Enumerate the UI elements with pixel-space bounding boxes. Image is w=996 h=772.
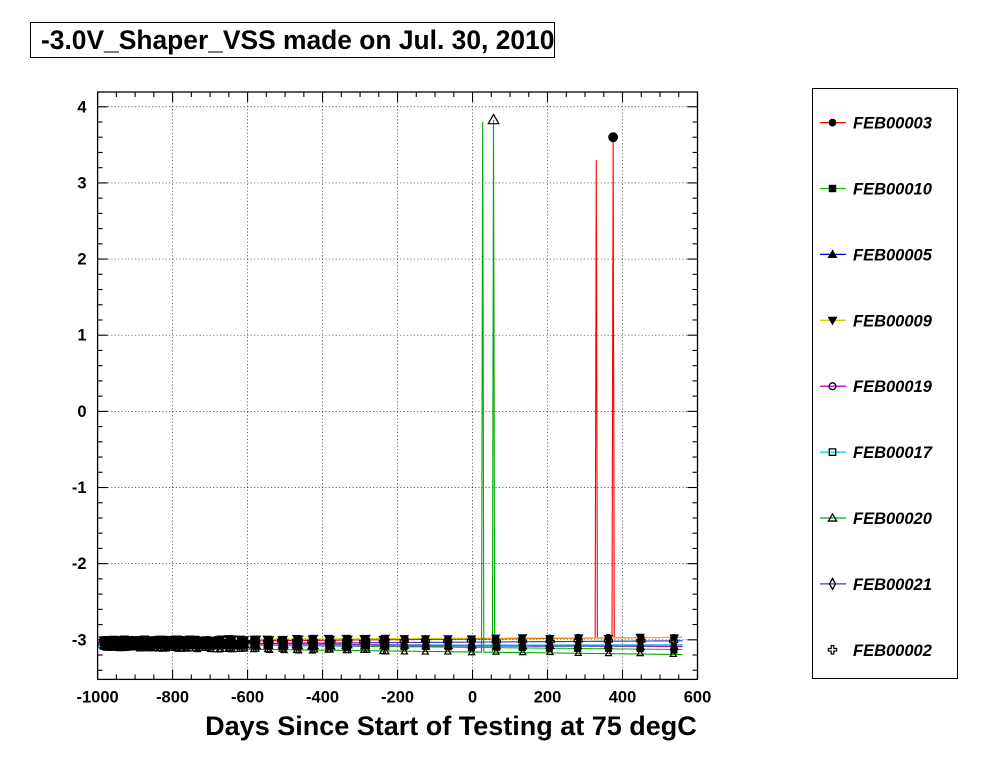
svg-text:-1: -1	[72, 479, 87, 497]
svg-text:4: 4	[77, 98, 87, 116]
svg-text:3: 3	[77, 174, 86, 192]
svg-text:FEB00009: FEB00009	[853, 312, 933, 330]
svg-text:FEB00005: FEB00005	[853, 246, 933, 264]
svg-text:1: 1	[77, 327, 86, 345]
svg-text:FEB00002: FEB00002	[853, 642, 932, 660]
svg-text:-200: -200	[381, 688, 414, 706]
svg-text:FEB00010: FEB00010	[853, 181, 933, 199]
svg-text:FEB00020: FEB00020	[853, 510, 933, 528]
svg-text:FEB00019: FEB00019	[853, 378, 933, 396]
svg-text:0: 0	[77, 403, 86, 421]
svg-text:600: 600	[684, 688, 712, 706]
svg-text:2: 2	[77, 251, 86, 269]
svg-text:400: 400	[609, 688, 637, 706]
svg-text:200: 200	[534, 688, 562, 706]
svg-text:-400: -400	[306, 688, 339, 706]
svg-text:-1000: -1000	[76, 688, 118, 706]
svg-text:FEB00021: FEB00021	[853, 576, 932, 594]
svg-text:0: 0	[468, 688, 477, 706]
svg-text:-3: -3	[72, 631, 87, 649]
svg-text:FEB00017: FEB00017	[853, 444, 933, 462]
svg-text:FEB00003: FEB00003	[853, 115, 932, 133]
svg-text:-800: -800	[156, 688, 189, 706]
svg-text:-600: -600	[231, 688, 264, 706]
svg-text:-2: -2	[72, 555, 87, 573]
